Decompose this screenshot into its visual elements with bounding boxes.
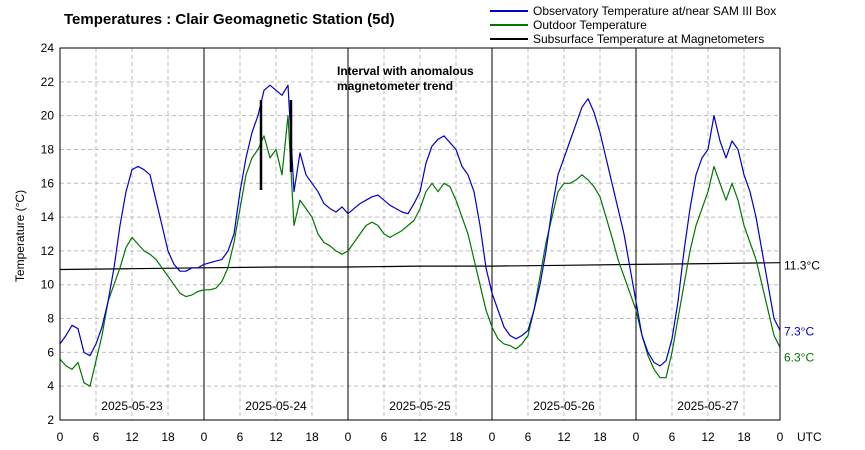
day-dividers — [203, 48, 637, 420]
y-axis-label: Temperature (°C) — [13, 190, 27, 282]
x-tick-label: 6 — [525, 430, 532, 444]
x-tick-label: 12 — [413, 430, 427, 444]
x-tick-label: 18 — [593, 430, 607, 444]
y-tick-label: 8 — [47, 312, 54, 326]
y-tick-label: 16 — [41, 176, 55, 190]
legend: Observatory Temperature at/near SAM III … — [490, 4, 776, 46]
x-tick-label: 6 — [381, 430, 388, 444]
x-tick-label: 12 — [269, 430, 283, 444]
day-labels: 2025-05-23 2025-05-24 2025-05-25 2025-05-26… — [101, 399, 739, 413]
series-observatory-line — [59, 84, 781, 367]
x-tick-label: 6 — [669, 430, 676, 444]
x-axis-unit-label: UTC — [797, 430, 822, 444]
y-tick-label: 20 — [41, 109, 55, 123]
x-tick-label: 0 — [633, 430, 640, 444]
y-tick-label: 18 — [41, 142, 55, 156]
annotation-line2: magnetometer trend — [337, 79, 453, 93]
x-tick-label: 6 — [93, 430, 100, 444]
series-outdoor-line — [59, 114, 781, 387]
end-labels: 7.3°C 6.3°C 11.3°C — [784, 259, 820, 365]
day-label: 2025-05-24 — [245, 399, 307, 413]
series-layer — [59, 84, 781, 387]
x-axis-ticks: 0 6 12 18 0 6 12 18 0 6 12 18 0 6 12 18 0 6 12 18 0 — [57, 430, 784, 444]
x-tick-label: 0 — [345, 430, 352, 444]
plot-frame — [59, 47, 781, 421]
y-tick-label: 12 — [41, 244, 55, 258]
x-tick-label: 0 — [201, 430, 208, 444]
x-tick-label: 12 — [701, 430, 715, 444]
annotation: Interval with anomalous magnetometer tre… — [259, 64, 474, 190]
y-tick-label: 24 — [41, 41, 55, 55]
end-label-outdoor: 6.3°C — [784, 350, 814, 364]
x-tick-label: 0 — [57, 430, 64, 444]
y-tick-label: 14 — [41, 210, 55, 224]
x-tick-label: 0 — [489, 430, 496, 444]
day-label: 2025-05-26 — [533, 399, 595, 413]
x-tick-label: 12 — [557, 430, 571, 444]
end-label-observatory: 7.3°C — [784, 324, 814, 338]
end-label-subsurface: 11.3°C — [784, 259, 820, 273]
grid — [60, 48, 780, 420]
x-tick-label: 6 — [237, 430, 244, 444]
y-tick-label: 22 — [41, 75, 55, 89]
legend-label-outdoor: Outdoor Temperature — [533, 18, 647, 32]
x-tick-label: 18 — [305, 430, 319, 444]
x-tick-label: 0 — [777, 430, 784, 444]
legend-label-subsurface: Subsurface Temperature at Magnetometers — [533, 32, 764, 46]
x-tick-label: 12 — [125, 430, 139, 444]
day-label: 2025-05-27 — [677, 399, 739, 413]
x-tick-label: 18 — [737, 430, 751, 444]
y-tick-label: 4 — [47, 379, 54, 393]
legend-label-observatory: Observatory Temperature at/near SAM III … — [533, 4, 776, 18]
y-tick-label: 6 — [47, 345, 54, 359]
chart-title: Temperatures : Clair Geomagnetic Station… — [64, 11, 395, 28]
series-subsurface-line — [59, 262, 781, 271]
x-tick-label: 18 — [449, 430, 463, 444]
y-tick-label: 2 — [47, 413, 54, 427]
y-tick-label: 10 — [41, 278, 55, 292]
day-label: 2025-05-25 — [389, 399, 451, 413]
annotation-line1: Interval with anomalous — [337, 64, 474, 78]
day-label: 2025-05-23 — [101, 399, 163, 413]
x-tick-label: 18 — [161, 430, 175, 444]
